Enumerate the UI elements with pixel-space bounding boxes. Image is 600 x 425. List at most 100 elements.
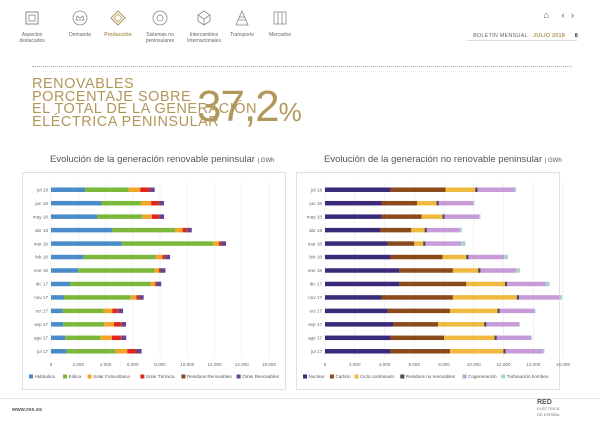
- headline-line: PORCENTAJE SOBRE: [32, 88, 192, 105]
- bar-segment: [390, 187, 446, 192]
- home-icon[interactable]: ⌂: [543, 10, 549, 20]
- y-tick-label: ene 18: [34, 268, 48, 273]
- chart-title-unit: | GWh: [257, 158, 275, 164]
- bar-segment: [484, 322, 487, 327]
- bar-segment: [445, 187, 476, 192]
- bar-segment: [438, 200, 474, 206]
- nav-item-demanda[interactable]: Demanda: [58, 8, 102, 39]
- nav-item-produccion[interactable]: Producción: [96, 8, 140, 39]
- bar-segment: [174, 227, 183, 233]
- bar-segment: [325, 281, 400, 287]
- bar-segment: [325, 254, 391, 260]
- bar-segment: [136, 349, 137, 354]
- bar-segment: [120, 335, 122, 341]
- nav-label: Intercambios Internacionales: [187, 32, 221, 44]
- legend-label: Solar Fotovoltaica: [93, 374, 130, 379]
- bar-segment: [497, 308, 500, 314]
- document-icon: [25, 11, 39, 25]
- legend-label: Otras Renovables: [242, 374, 279, 379]
- bar-segment: [112, 308, 118, 314]
- bar-segment: [421, 214, 443, 219]
- bar-segment: [187, 227, 192, 233]
- footer-url[interactable]: www.ree.es: [12, 407, 43, 413]
- bar-segment: [325, 322, 394, 327]
- header-rule: [467, 40, 577, 41]
- bar-segment: [220, 241, 222, 246]
- headline-value: 37,2%: [197, 85, 302, 134]
- tower-icon: [235, 9, 249, 26]
- x-tick-label: 12.000: [496, 362, 510, 367]
- bar-segment: [496, 335, 532, 341]
- bar-segment: [97, 214, 143, 219]
- bar-segment: [101, 200, 141, 206]
- legend-label: Residuos no renovables: [406, 374, 456, 379]
- next-page-icon[interactable]: ›: [571, 10, 574, 20]
- legend-label: Turbinación bombeo: [507, 374, 549, 379]
- x-tick-label: 2.000: [349, 362, 361, 367]
- bar-segment: [100, 335, 112, 341]
- cube-icon: [197, 10, 211, 26]
- x-tick-label: 6.000: [127, 362, 139, 367]
- y-tick-label: jul 17: [310, 349, 322, 354]
- bar-segment: [51, 254, 84, 260]
- bar-segment: [468, 254, 505, 260]
- bar-segment: [63, 295, 131, 300]
- nav-item-aspectos[interactable]: Aspectos destacados: [10, 8, 54, 44]
- company-logo: RED ELÉCTRICA DE ESPAÑA: [537, 399, 560, 418]
- y-tick-label: oct 17: [309, 309, 322, 314]
- bar-segment: [62, 308, 104, 314]
- bar-segment: [507, 281, 546, 287]
- bar-segment: [155, 281, 157, 287]
- bar-segment: [104, 322, 114, 327]
- bar-segment: [449, 349, 504, 354]
- bar-segment: [466, 281, 505, 287]
- bar-segment: [444, 335, 495, 341]
- legend-label: Eólica: [69, 374, 82, 379]
- bar-segment: [78, 268, 155, 273]
- bar-segment: [505, 349, 543, 354]
- section-divider: [32, 66, 572, 67]
- bar-segment: [115, 349, 128, 354]
- bar-segment: [165, 254, 171, 260]
- headline-line: ELÉCTRICA PENINSULAR: [32, 113, 220, 130]
- legend-label: Cogeneración: [468, 374, 497, 379]
- prev-page-icon[interactable]: ‹: [561, 10, 565, 20]
- y-tick-label: ago 17: [308, 336, 322, 341]
- logo-sub1: ELÉCTRICA: [537, 406, 560, 411]
- headline-line: EL TOTAL DE LA GENERACIÓN: [32, 101, 257, 117]
- bar-segment: [112, 227, 175, 233]
- nav-item-sistemas[interactable]: Sistemas no peninsulares: [138, 8, 182, 44]
- bar-segment: [218, 241, 221, 246]
- bar-segment: [514, 187, 517, 192]
- bar-segment: [83, 254, 156, 260]
- bar-segment: [417, 200, 437, 206]
- nav-item-mercados[interactable]: Mercados: [258, 8, 302, 39]
- legend-swatch: [501, 374, 506, 379]
- bar-segment: [63, 322, 105, 327]
- nav-label: Demanda: [69, 32, 91, 38]
- bar-segment: [158, 214, 160, 219]
- bar-segment: [461, 241, 466, 246]
- bar-segment: [149, 187, 151, 192]
- bar-segment: [466, 254, 469, 260]
- legend-swatch: [181, 374, 186, 379]
- nav-item-transporte[interactable]: Transporte: [220, 8, 264, 39]
- bar-segment: [499, 308, 534, 314]
- bar-segment: [121, 322, 127, 327]
- y-tick-label: may 18: [307, 214, 323, 219]
- chart-title-renovable: Evolución de la generación renovable pen…: [50, 154, 274, 165]
- x-tick-label: 16.000: [556, 362, 570, 367]
- bar-segment: [156, 281, 162, 287]
- chart-title-no-renovable: Evolución de la generación no renovable …: [324, 154, 562, 165]
- bar-segment: [51, 281, 71, 287]
- y-tick-label: may 18: [33, 214, 49, 219]
- chart-no-renovable: 0 2.000 4.000 6.000 8.000 10.000 12.000 14.000 1…: [296, 172, 570, 390]
- bar-segment: [478, 214, 481, 219]
- legend-label: Ciclo combinado: [360, 374, 394, 379]
- bar-segment: [160, 268, 161, 273]
- bulletin-header: BOLETÍN MENSUAL · JULIO 2018 8: [473, 33, 578, 39]
- nav-item-intercambios[interactable]: Intercambios Internacionales: [182, 8, 226, 44]
- bar-segment: [519, 295, 560, 300]
- bar-segment: [390, 335, 444, 341]
- legend-swatch: [87, 374, 92, 379]
